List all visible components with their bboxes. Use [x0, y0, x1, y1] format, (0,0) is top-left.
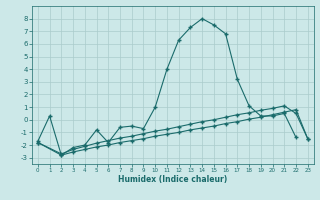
X-axis label: Humidex (Indice chaleur): Humidex (Indice chaleur) [118, 175, 228, 184]
